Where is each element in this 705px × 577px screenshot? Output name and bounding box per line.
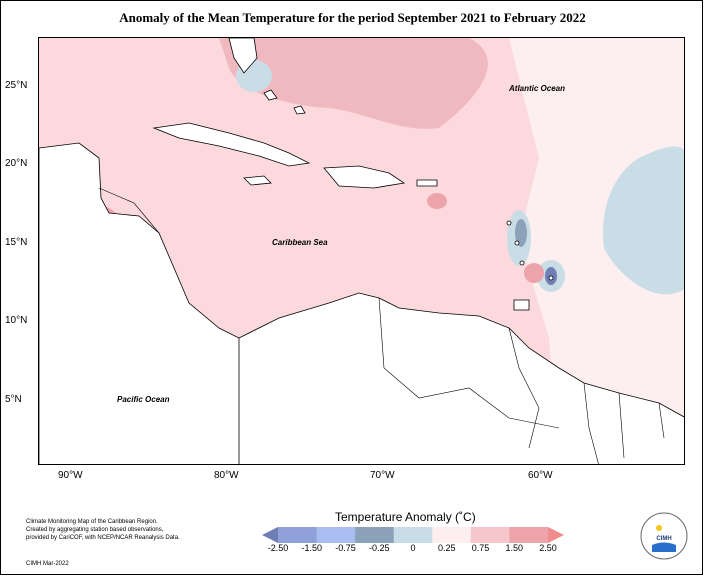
land-masses [39, 38, 684, 464]
legend-swatch [432, 527, 472, 543]
legend-swatch [355, 527, 395, 543]
florida [228, 38, 258, 74]
credit-line-2: Created by aggregating station based obs… [26, 527, 164, 533]
label-atlantic: Atlantic Ocean [508, 84, 565, 93]
legend-label: 0.75 [471, 543, 490, 553]
credit-line-1: Climate Monitoring Map of the Caribbean … [26, 519, 158, 525]
logo-text: CIMH [656, 536, 671, 542]
legend-title: Temperature Anomaly (˚C) [335, 510, 476, 524]
legend-swatch [393, 527, 433, 543]
cool-anomaly-east [603, 146, 684, 295]
credit-line-3: provided by CariCOF, with NCEP/NCAR Rean… [26, 535, 180, 541]
y-tick-10n: 10°N [5, 315, 28, 326]
legend-swatch [509, 527, 549, 543]
legend-swatch [278, 527, 318, 543]
south-america [238, 292, 684, 464]
legend-label: -0.25 [368, 543, 390, 553]
cool-anomaly-islands-core [515, 219, 527, 247]
trinidad [513, 299, 530, 311]
island-a [506, 220, 512, 226]
island-c [519, 260, 525, 266]
warm-anomaly-islands [524, 263, 544, 283]
legend-label: 1.50 [505, 543, 524, 553]
warm-anomaly-north [219, 38, 488, 129]
label-caribbean: Caribbean Sea [272, 238, 328, 247]
x-tick-90w: 90°W [58, 470, 83, 481]
jamaica [243, 175, 272, 186]
x-tick-60w: 60°W [528, 470, 553, 481]
bahamas [263, 89, 278, 101]
legend-label: -2.50 [267, 543, 289, 553]
legend-label: 2.50 [539, 543, 557, 553]
y-tick-20n: 20°N [5, 158, 28, 169]
map-area: Atlantic Ocean Caribbean Sea Pacific Oce… [38, 37, 685, 465]
country-borders [98, 187, 665, 464]
border-2 [508, 327, 540, 449]
legend-label: 0.25 [437, 543, 456, 553]
border-4 [618, 392, 625, 459]
legend-swatches [278, 527, 549, 543]
legend-swatch [316, 527, 356, 543]
legend-label: -1.50 [301, 543, 322, 553]
credit-date: CIMH Mar-2022 [26, 561, 69, 567]
map-title: Anomaly of the Mean Temperature for the … [119, 10, 586, 25]
border-1 [378, 297, 560, 429]
y-tick-15n: 15°N [5, 237, 28, 248]
cuba [152, 122, 311, 167]
legend-label: -0.75 [335, 543, 356, 553]
pale-anomaly-east [509, 38, 684, 464]
x-tick-70w: 70°W [370, 470, 395, 481]
border-3 [583, 382, 599, 464]
legend-label: 0 [410, 543, 416, 553]
map-svg: Atlantic Ocean Caribbean Sea Pacific Oce… [39, 38, 684, 464]
label-pacific: Pacific Ocean [117, 395, 170, 404]
border-6 [98, 187, 160, 234]
island-barbados [548, 275, 554, 281]
hispaniola [323, 165, 406, 189]
border-5 [658, 402, 665, 439]
y-tick-5n: 5°N [5, 394, 22, 405]
y-tick-25n: 25°N [5, 80, 28, 91]
legend-arrow-left [262, 527, 278, 543]
legend-colorbar [262, 527, 564, 543]
island-b [514, 240, 520, 246]
cimh-logo-icon: CIMH [640, 512, 688, 560]
legend-arrow-right [548, 527, 564, 543]
bahamas-2 [293, 105, 306, 115]
x-tick-80w: 80°W [214, 470, 239, 481]
legend-swatch [470, 527, 510, 543]
warm-anomaly-hispaniola [427, 193, 447, 209]
puerto-rico [416, 179, 438, 187]
